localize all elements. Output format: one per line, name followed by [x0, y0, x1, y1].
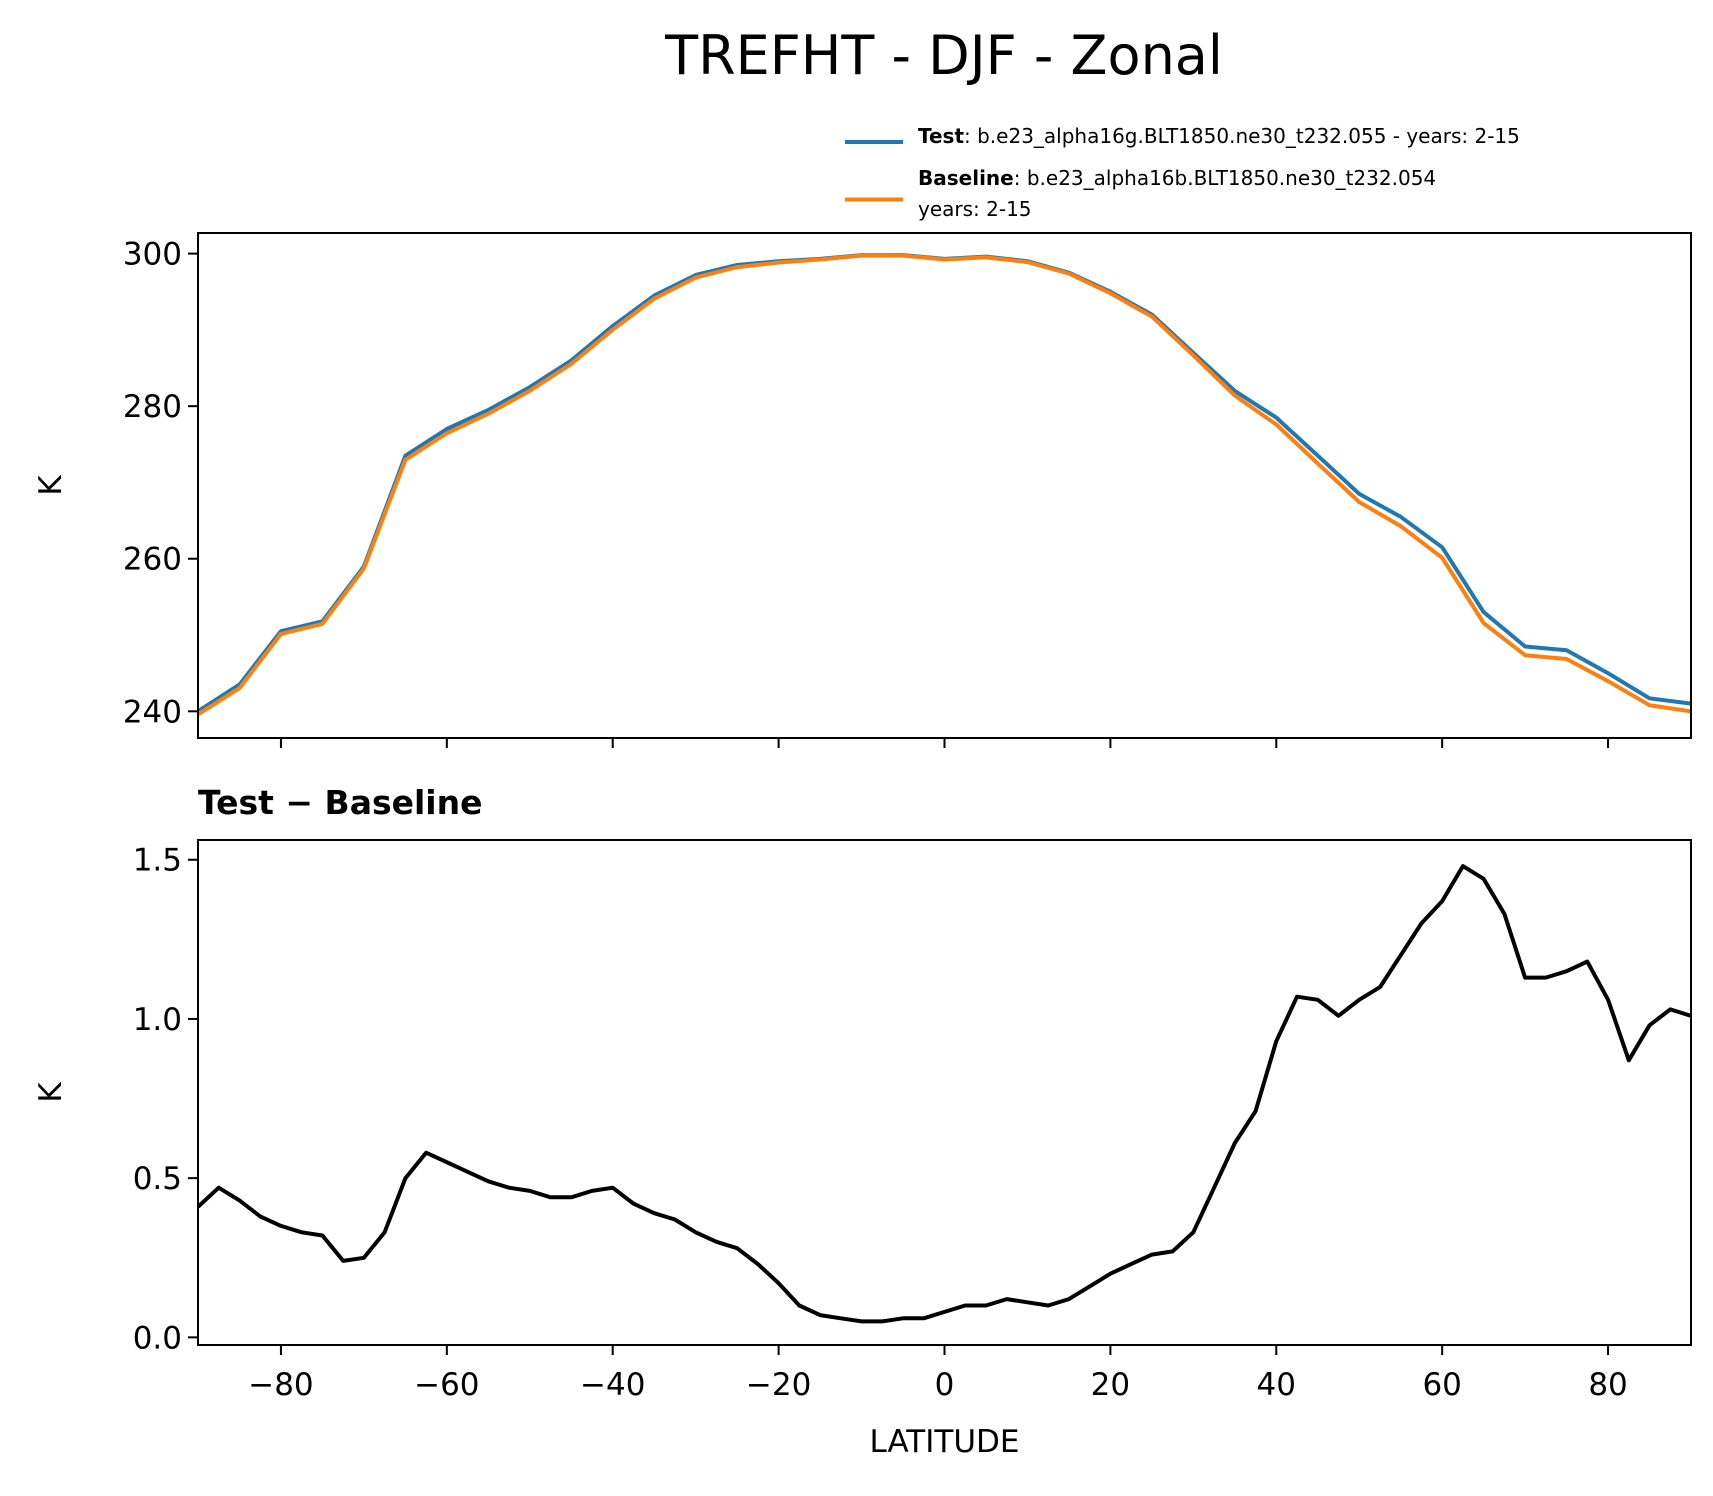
y-tick-label: 1.0: [133, 1002, 182, 1038]
x-tick-label: 0: [935, 1367, 955, 1403]
axes-title: Test − Baseline: [198, 783, 483, 822]
y-tick-label: 300: [123, 237, 182, 273]
x-tick-label: −20: [746, 1367, 811, 1403]
axes-frame: [197, 839, 1692, 1346]
x-axis-label: LATITUDE: [870, 1424, 1020, 1460]
x-tick-label: 80: [1588, 1367, 1627, 1403]
legend-detail: years: 2-15: [918, 197, 1032, 221]
legend-detail: : b.e23_alpha16b.BLT1850.ne30_t232.054: [1014, 166, 1436, 190]
figure-title: TREFHT - DJF - Zonal: [664, 24, 1223, 87]
y-tick-label: 0.5: [133, 1161, 182, 1197]
x-tick-label: −80: [248, 1367, 313, 1403]
series-line: [198, 253, 1691, 717]
x-tick-label: 20: [1091, 1367, 1130, 1403]
legend-label: years: 2-15: [918, 197, 1032, 221]
y-axis-label: K: [33, 475, 69, 496]
x-tick-label: −40: [580, 1367, 645, 1403]
y-tick-label: 1.5: [133, 843, 182, 879]
legend-label: Baseline: b.e23_alpha16b.BLT1850.ne30_t2…: [918, 166, 1436, 190]
axes-frame: [197, 232, 1692, 739]
legend-detail: : b.e23_alpha16g.BLT1850.ne30_t232.055 -…: [964, 124, 1520, 148]
y-tick-label: 280: [123, 389, 182, 425]
legend-name: Test: [918, 124, 964, 148]
x-tick-label: 40: [1257, 1367, 1296, 1403]
legend-name: Baseline: [918, 166, 1014, 190]
y-tick-label: 0.0: [133, 1320, 182, 1356]
y-tick-label: 260: [123, 542, 182, 578]
series-line: [198, 864, 1691, 1324]
legend-label: Test: b.e23_alpha16g.BLT1850.ne30_t232.0…: [918, 124, 1520, 148]
x-tick-label: 60: [1422, 1367, 1461, 1403]
series-line: [198, 253, 1691, 713]
y-axis-label: K: [33, 1082, 69, 1103]
y-tick-label: 240: [123, 694, 182, 730]
x-tick-label: −60: [414, 1367, 479, 1403]
